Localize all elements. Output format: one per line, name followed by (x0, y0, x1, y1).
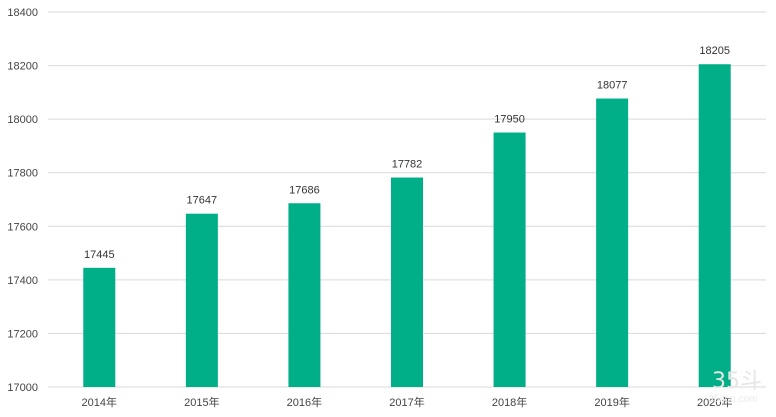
x-tick-label: 2017年 (389, 395, 424, 409)
x-axis: 2014年 2015年 2016年 2017年 2018年 2019年 2020年 (82, 395, 733, 409)
data-label: 18205 (699, 45, 730, 57)
x-tick-label: 2014年 (82, 395, 117, 409)
y-tick-label: 17000 (7, 382, 38, 394)
data-label: 17686 (289, 184, 320, 196)
data-label: 17950 (494, 114, 525, 126)
watermark: 35斗 35dou.com (708, 369, 762, 405)
bars (83, 64, 731, 388)
x-tick-label: 2020年 (697, 395, 732, 409)
y-tick-label: 18000 (7, 114, 38, 126)
x-tick-label: 2016年 (287, 395, 322, 409)
bar (596, 98, 629, 388)
data-label: 17647 (187, 195, 218, 207)
bar (391, 177, 423, 387)
y-tick-label: 17200 (7, 328, 38, 340)
bar (83, 267, 116, 387)
bar (185, 213, 218, 387)
x-tick-label: 2015年 (184, 395, 219, 409)
y-tick-label: 18200 (7, 61, 38, 73)
data-label: 17782 (392, 159, 423, 171)
y-tick-label: 17600 (7, 221, 38, 233)
watermark-text: 35斗 (712, 369, 762, 394)
y-tick-label: 17400 (7, 275, 38, 287)
y-axis: 17000 17200 17400 17600 17800 18000 18200 18400 (7, 7, 38, 394)
x-tick-label: 2019年 (594, 395, 629, 409)
bar (698, 64, 731, 387)
y-tick-label: 18400 (7, 7, 38, 19)
data-label: 18077 (597, 80, 628, 92)
data-labels: 17445 17647 17686 17782 17950 18077 18205 (84, 45, 730, 261)
bar (288, 203, 321, 387)
watermark-subtext: 35dou.com (708, 394, 757, 405)
x-tick-label: 2018年 (492, 395, 527, 409)
bar (493, 132, 526, 387)
y-tick-label: 17800 (7, 168, 38, 180)
data-label: 17445 (84, 249, 115, 261)
